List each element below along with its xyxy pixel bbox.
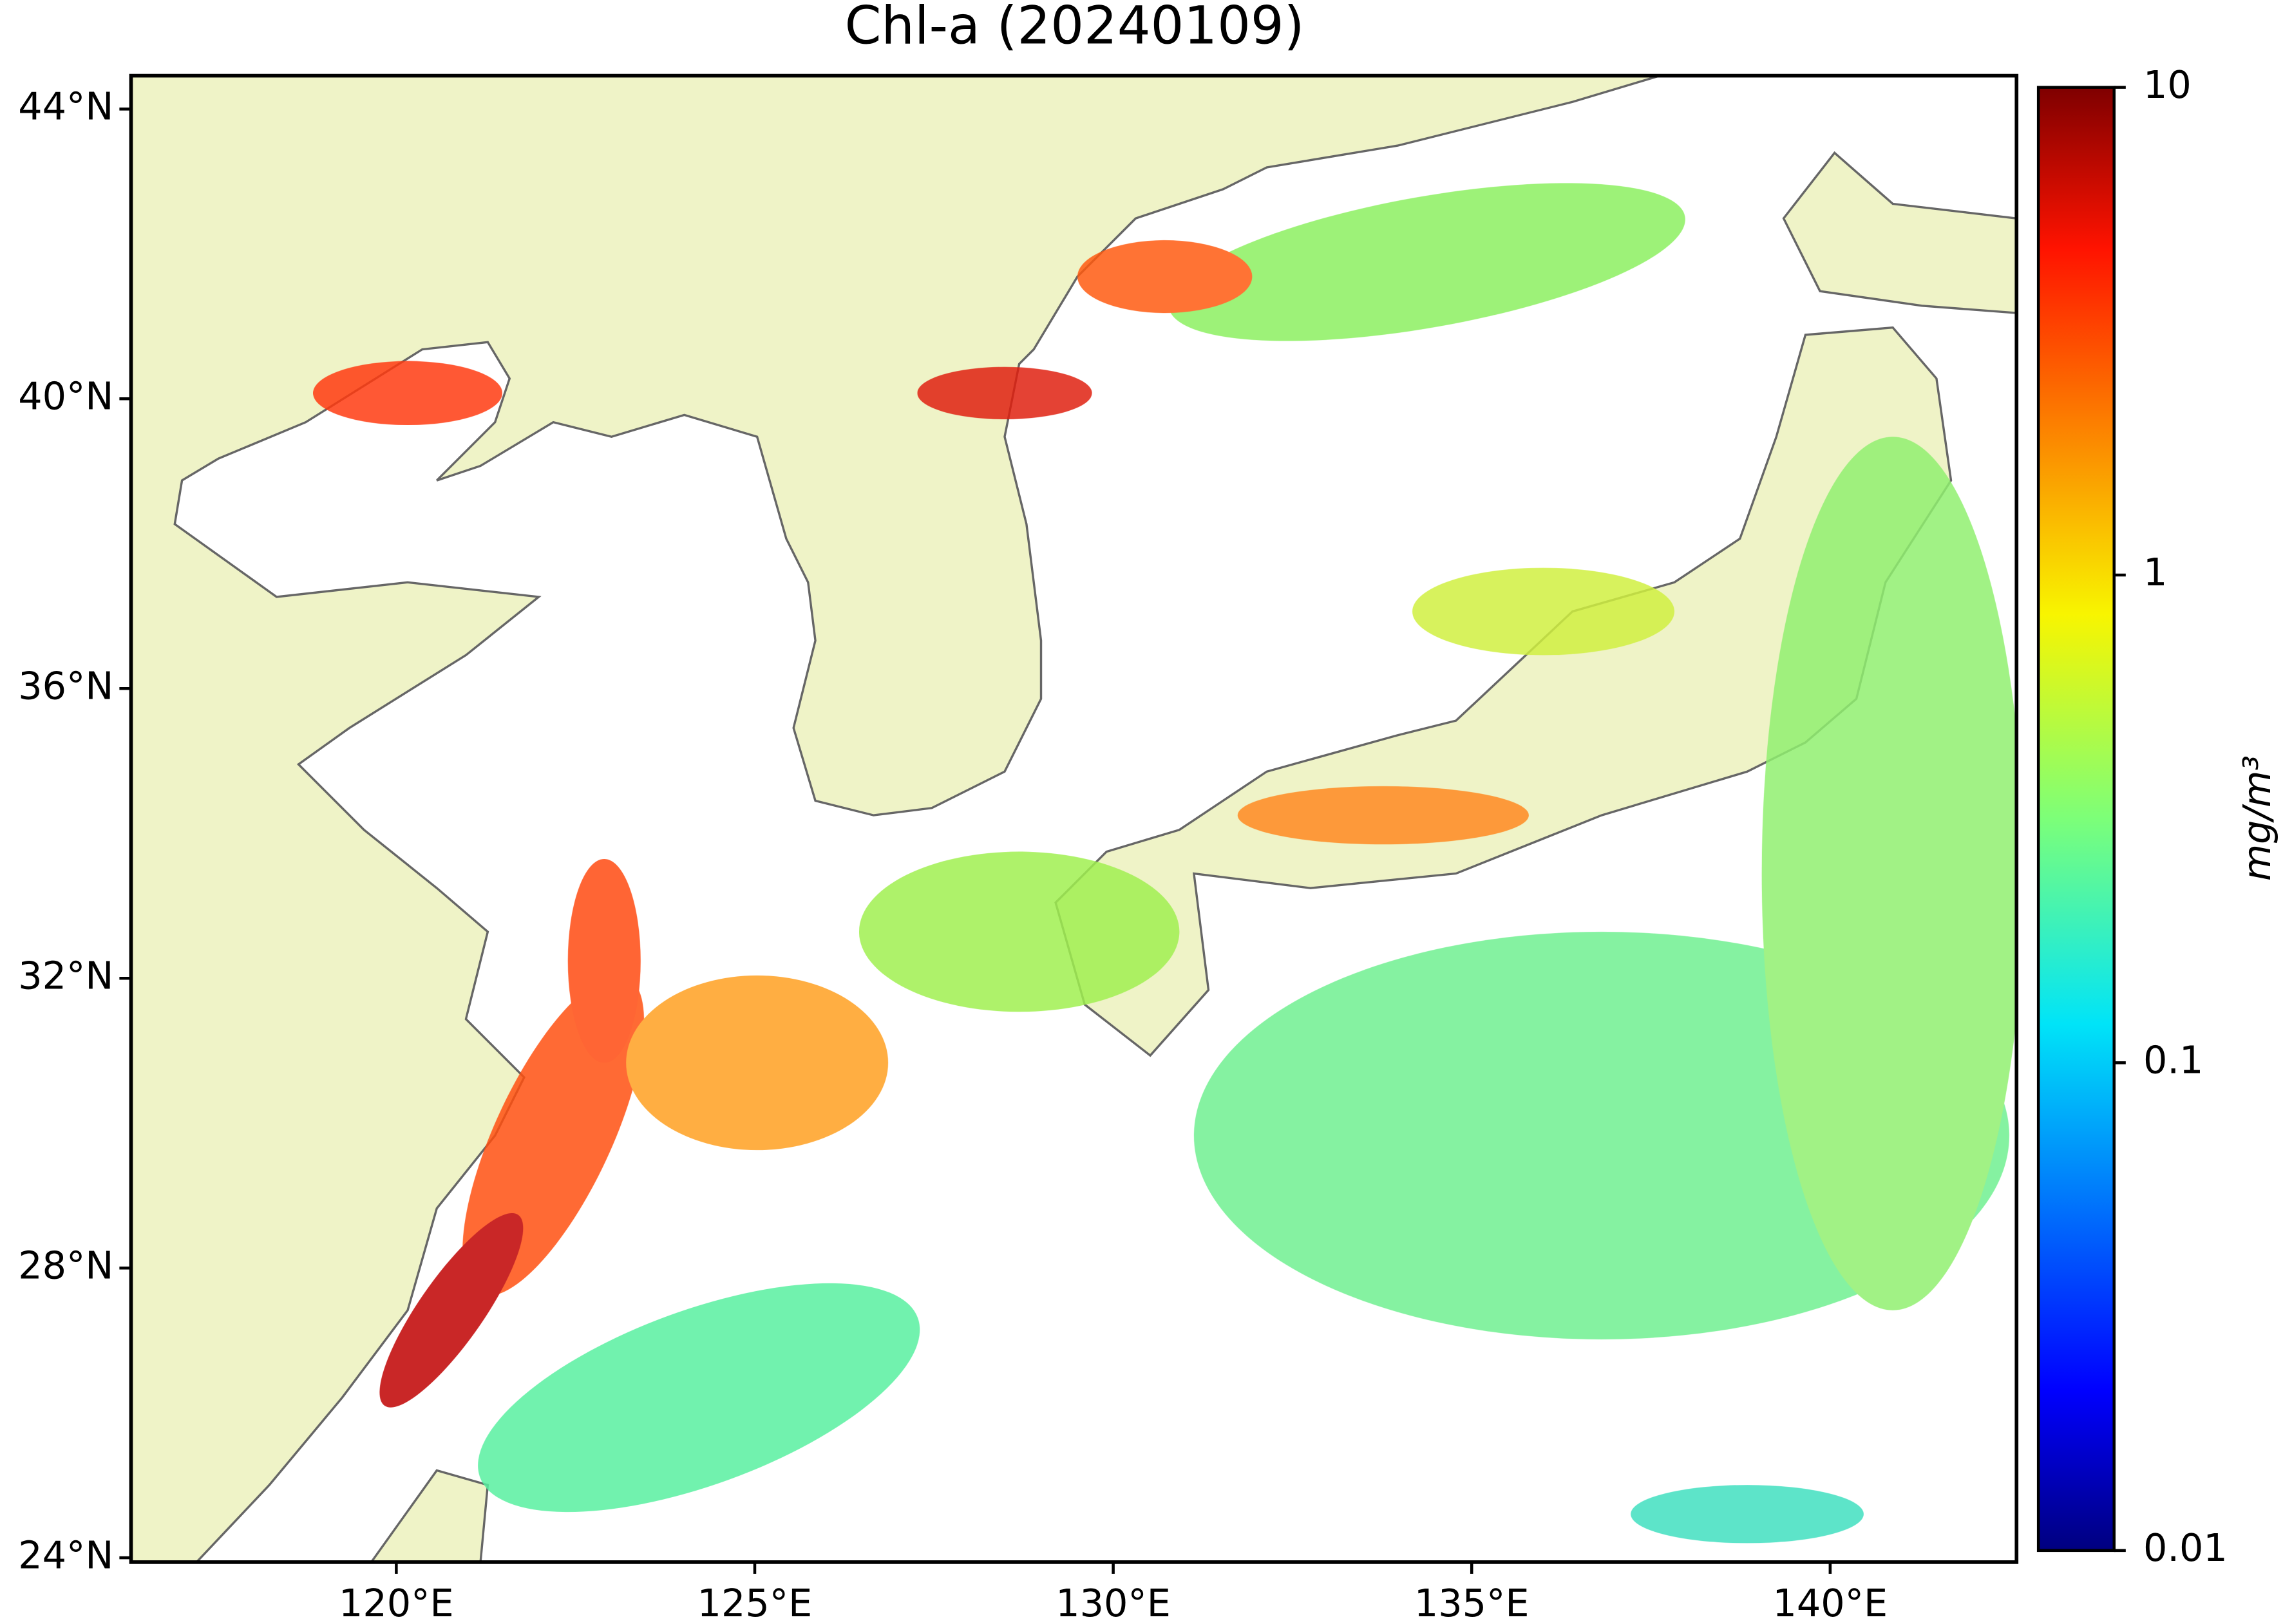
- y-tick-label: 44°N: [18, 84, 113, 128]
- y-tick-label: 24°N: [18, 1533, 113, 1577]
- y-tick-label: 28°N: [18, 1243, 113, 1287]
- land-hokkaido: [1782, 151, 2017, 314]
- patch: [1237, 786, 1529, 845]
- y-tick-label: 36°N: [18, 663, 113, 708]
- patch: [1412, 567, 1674, 656]
- patch: [917, 366, 1092, 420]
- colorbar-tick-label: 0.01: [2143, 1525, 2228, 1570]
- patch: [1168, 183, 1685, 341]
- map-area: [131, 75, 2017, 1562]
- x-tick-label: 135°E: [1414, 1581, 1530, 1624]
- patch: [1631, 1485, 1864, 1544]
- map-frame: [129, 73, 2019, 1564]
- patch: [379, 1213, 524, 1408]
- patch: [858, 851, 1180, 1012]
- patch: [1761, 437, 2017, 1310]
- patch: [626, 975, 889, 1151]
- map-title: Chl-a (20240109): [845, 0, 1305, 57]
- y-tick-label: 32°N: [18, 953, 113, 997]
- x-tick-label: 125°E: [697, 1581, 813, 1624]
- patch: [478, 1283, 920, 1513]
- land-mainland: [131, 75, 1660, 1562]
- colorbar-tick-label: 10: [2143, 62, 2192, 107]
- x-tick-label: 130°E: [1056, 1581, 1171, 1624]
- chlorophyll-patches: [313, 183, 2017, 1544]
- x-tick-label: 140°E: [1772, 1581, 1888, 1624]
- patch: [1077, 240, 1253, 314]
- colorbar-tick-label: 1: [2143, 550, 2167, 594]
- colorbar-tick-label: 0.1: [2143, 1038, 2203, 1082]
- y-tick-label: 40°N: [18, 373, 113, 418]
- patch: [567, 858, 641, 1063]
- patch: [313, 361, 502, 426]
- colorbar-label: mg/m³: [2235, 755, 2279, 881]
- colorbar: [2036, 86, 2116, 1553]
- x-tick-label: 120°E: [339, 1581, 454, 1624]
